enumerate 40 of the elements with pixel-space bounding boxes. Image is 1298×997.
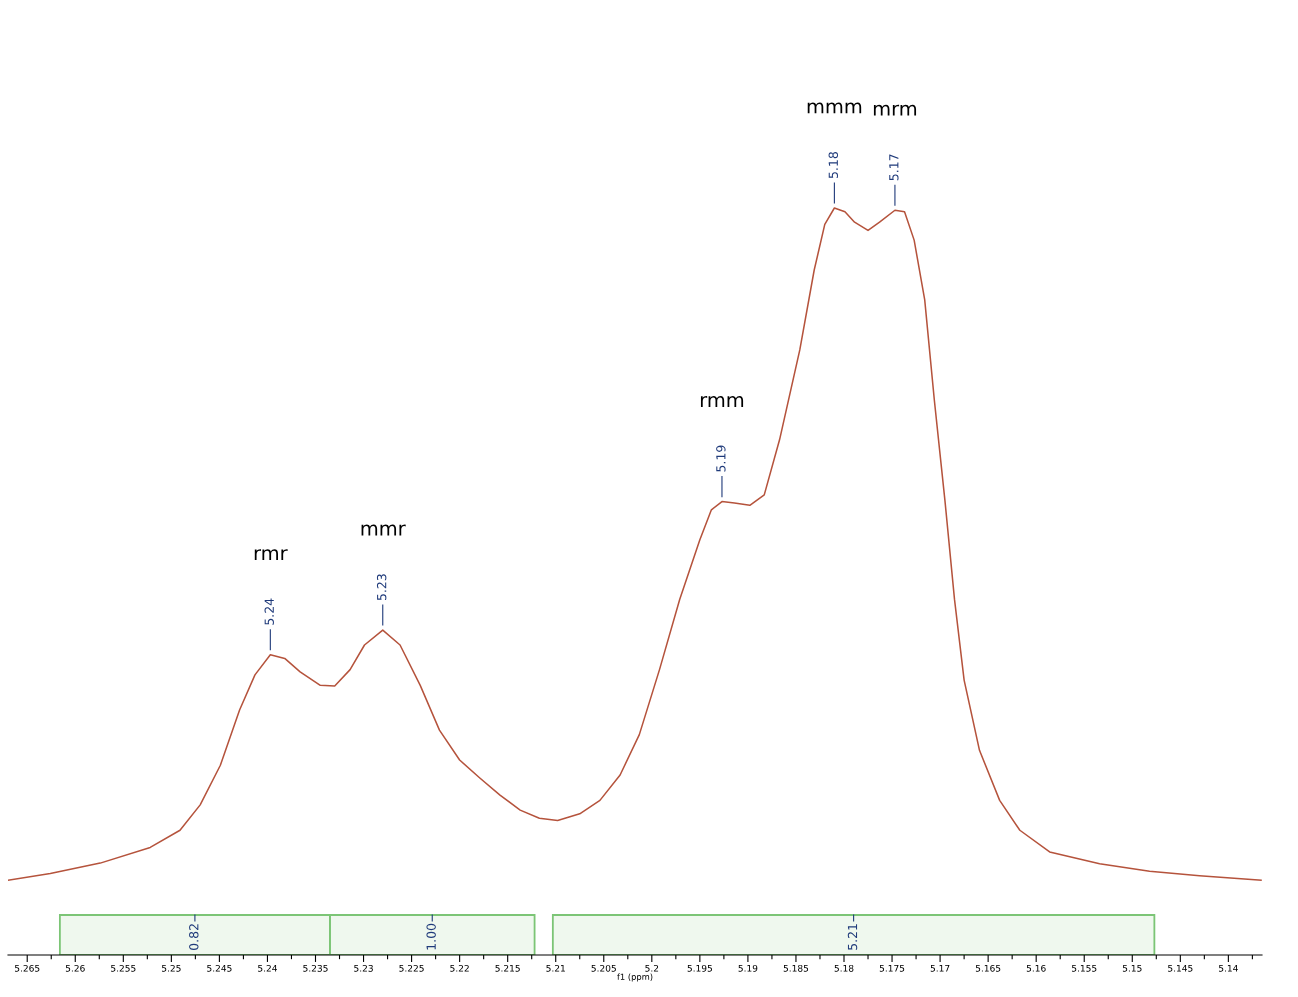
annotation: 5.19 — [716, 445, 726, 472]
text: mmm — [807, 102, 862, 114]
band-label: 5.21 — [847, 924, 858, 950]
annotation: 5.23 — [376, 574, 387, 601]
annotation: 5.24 — [264, 598, 274, 625]
x-tick-label: 5.18 — [834, 964, 854, 972]
x-tick-label: 5.235 — [303, 964, 328, 972]
x-tick-label: 5.17 — [930, 965, 950, 972]
x-tick-label: 5.19 — [738, 964, 758, 972]
x-tick-label: 5.23 — [354, 964, 373, 972]
x-tick-label: 5.26 — [65, 964, 85, 972]
x-tick-label: 5.215 — [495, 964, 520, 972]
x-tick-label: 5.21 — [546, 964, 565, 972]
x-tick-label: 5.14 — [1219, 965, 1238, 972]
x-tick-label: 5.15 — [1122, 965, 1142, 972]
x-tick-label: 5.175 — [879, 965, 905, 972]
x-tick-label: 5.145 — [1168, 965, 1193, 972]
x-tick-label: 5.2 — [645, 964, 659, 972]
x-tick-label: 5.205 — [591, 964, 616, 972]
x-axis-title: f1 (ppm) — [617, 973, 653, 982]
x-tick-label: 5.185 — [783, 964, 809, 972]
annotation: 5.17 — [889, 154, 899, 181]
band-label: 1.00 — [426, 923, 436, 950]
annotation: rmm — [700, 396, 744, 407]
annotation: rmr — [254, 549, 288, 561]
x-tick-label: 5.22 — [450, 964, 469, 972]
x-tick-label: 5.265 — [14, 964, 40, 972]
x-tick-label: 5.195 — [687, 964, 712, 972]
x-tick-label: 5.16 — [1026, 964, 1046, 972]
text: mrm — [873, 104, 917, 116]
annotation: mmr — [361, 524, 406, 536]
band-label: 0.82 — [189, 924, 199, 951]
x-tick-label: 5.24 — [258, 964, 277, 972]
x-tick-label: 5.245 — [207, 964, 232, 972]
x-tick-label: 5.255 — [111, 964, 136, 972]
x-tick-label: 5.25 — [162, 964, 181, 972]
x-tick-label: 5.165 — [975, 964, 1001, 972]
x-tick-label: 5.225 — [399, 964, 424, 972]
x-tick-label: 5.155 — [1072, 965, 1097, 972]
annotation: 5.18 — [828, 152, 839, 179]
